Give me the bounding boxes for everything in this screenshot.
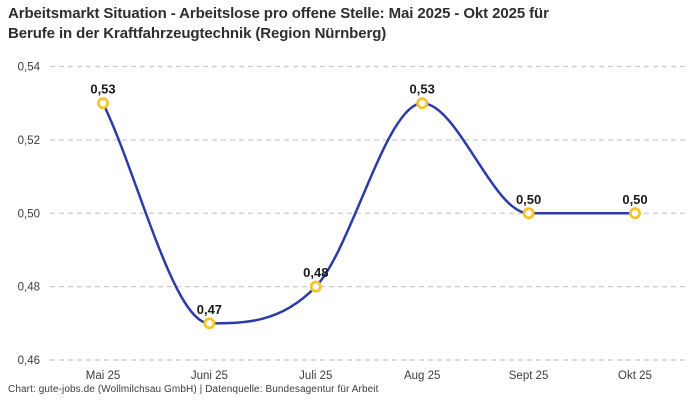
- x-axis-tick-label: Juni 25: [191, 370, 228, 382]
- y-axis-tick-label: 0,46: [18, 355, 40, 367]
- data-point-marker: [522, 207, 535, 220]
- y-axis-tick-label: 0,52: [18, 135, 40, 147]
- data-point-marker: [203, 317, 216, 330]
- data-point-marker: [309, 280, 322, 293]
- x-axis-tick-label: Aug 25: [404, 370, 440, 382]
- y-axis-tick-label: 0,54: [18, 62, 41, 74]
- y-axis-tick-label: 0,50: [18, 208, 40, 220]
- data-point-label: 0,53: [90, 82, 115, 97]
- data-point-marker: [416, 97, 429, 110]
- chart-footer: Chart: gute-jobs.de (Wollmilchsau GmbH) …: [8, 384, 379, 395]
- chart-title: Arbeitsmarkt Situation - Arbeitslose pro…: [8, 5, 549, 42]
- data-point-marker: [97, 97, 109, 110]
- data-point-label: 0,50: [622, 192, 647, 207]
- data-point-label: 0,50: [516, 192, 541, 207]
- x-axis-tick-label: Sept 25: [509, 370, 549, 382]
- data-point-label: 0,53: [410, 82, 435, 97]
- data-point-label: 0,48: [303, 265, 328, 280]
- data-point-marker: [629, 207, 641, 220]
- data-point-label: 0,47: [197, 302, 222, 317]
- x-axis-tick-label: Okt 25: [618, 370, 652, 382]
- y-axis-tick-label: 0,48: [18, 282, 40, 294]
- x-axis-tick-label: Mai 25: [86, 370, 121, 382]
- x-axis-tick-label: Juli 25: [299, 370, 332, 382]
